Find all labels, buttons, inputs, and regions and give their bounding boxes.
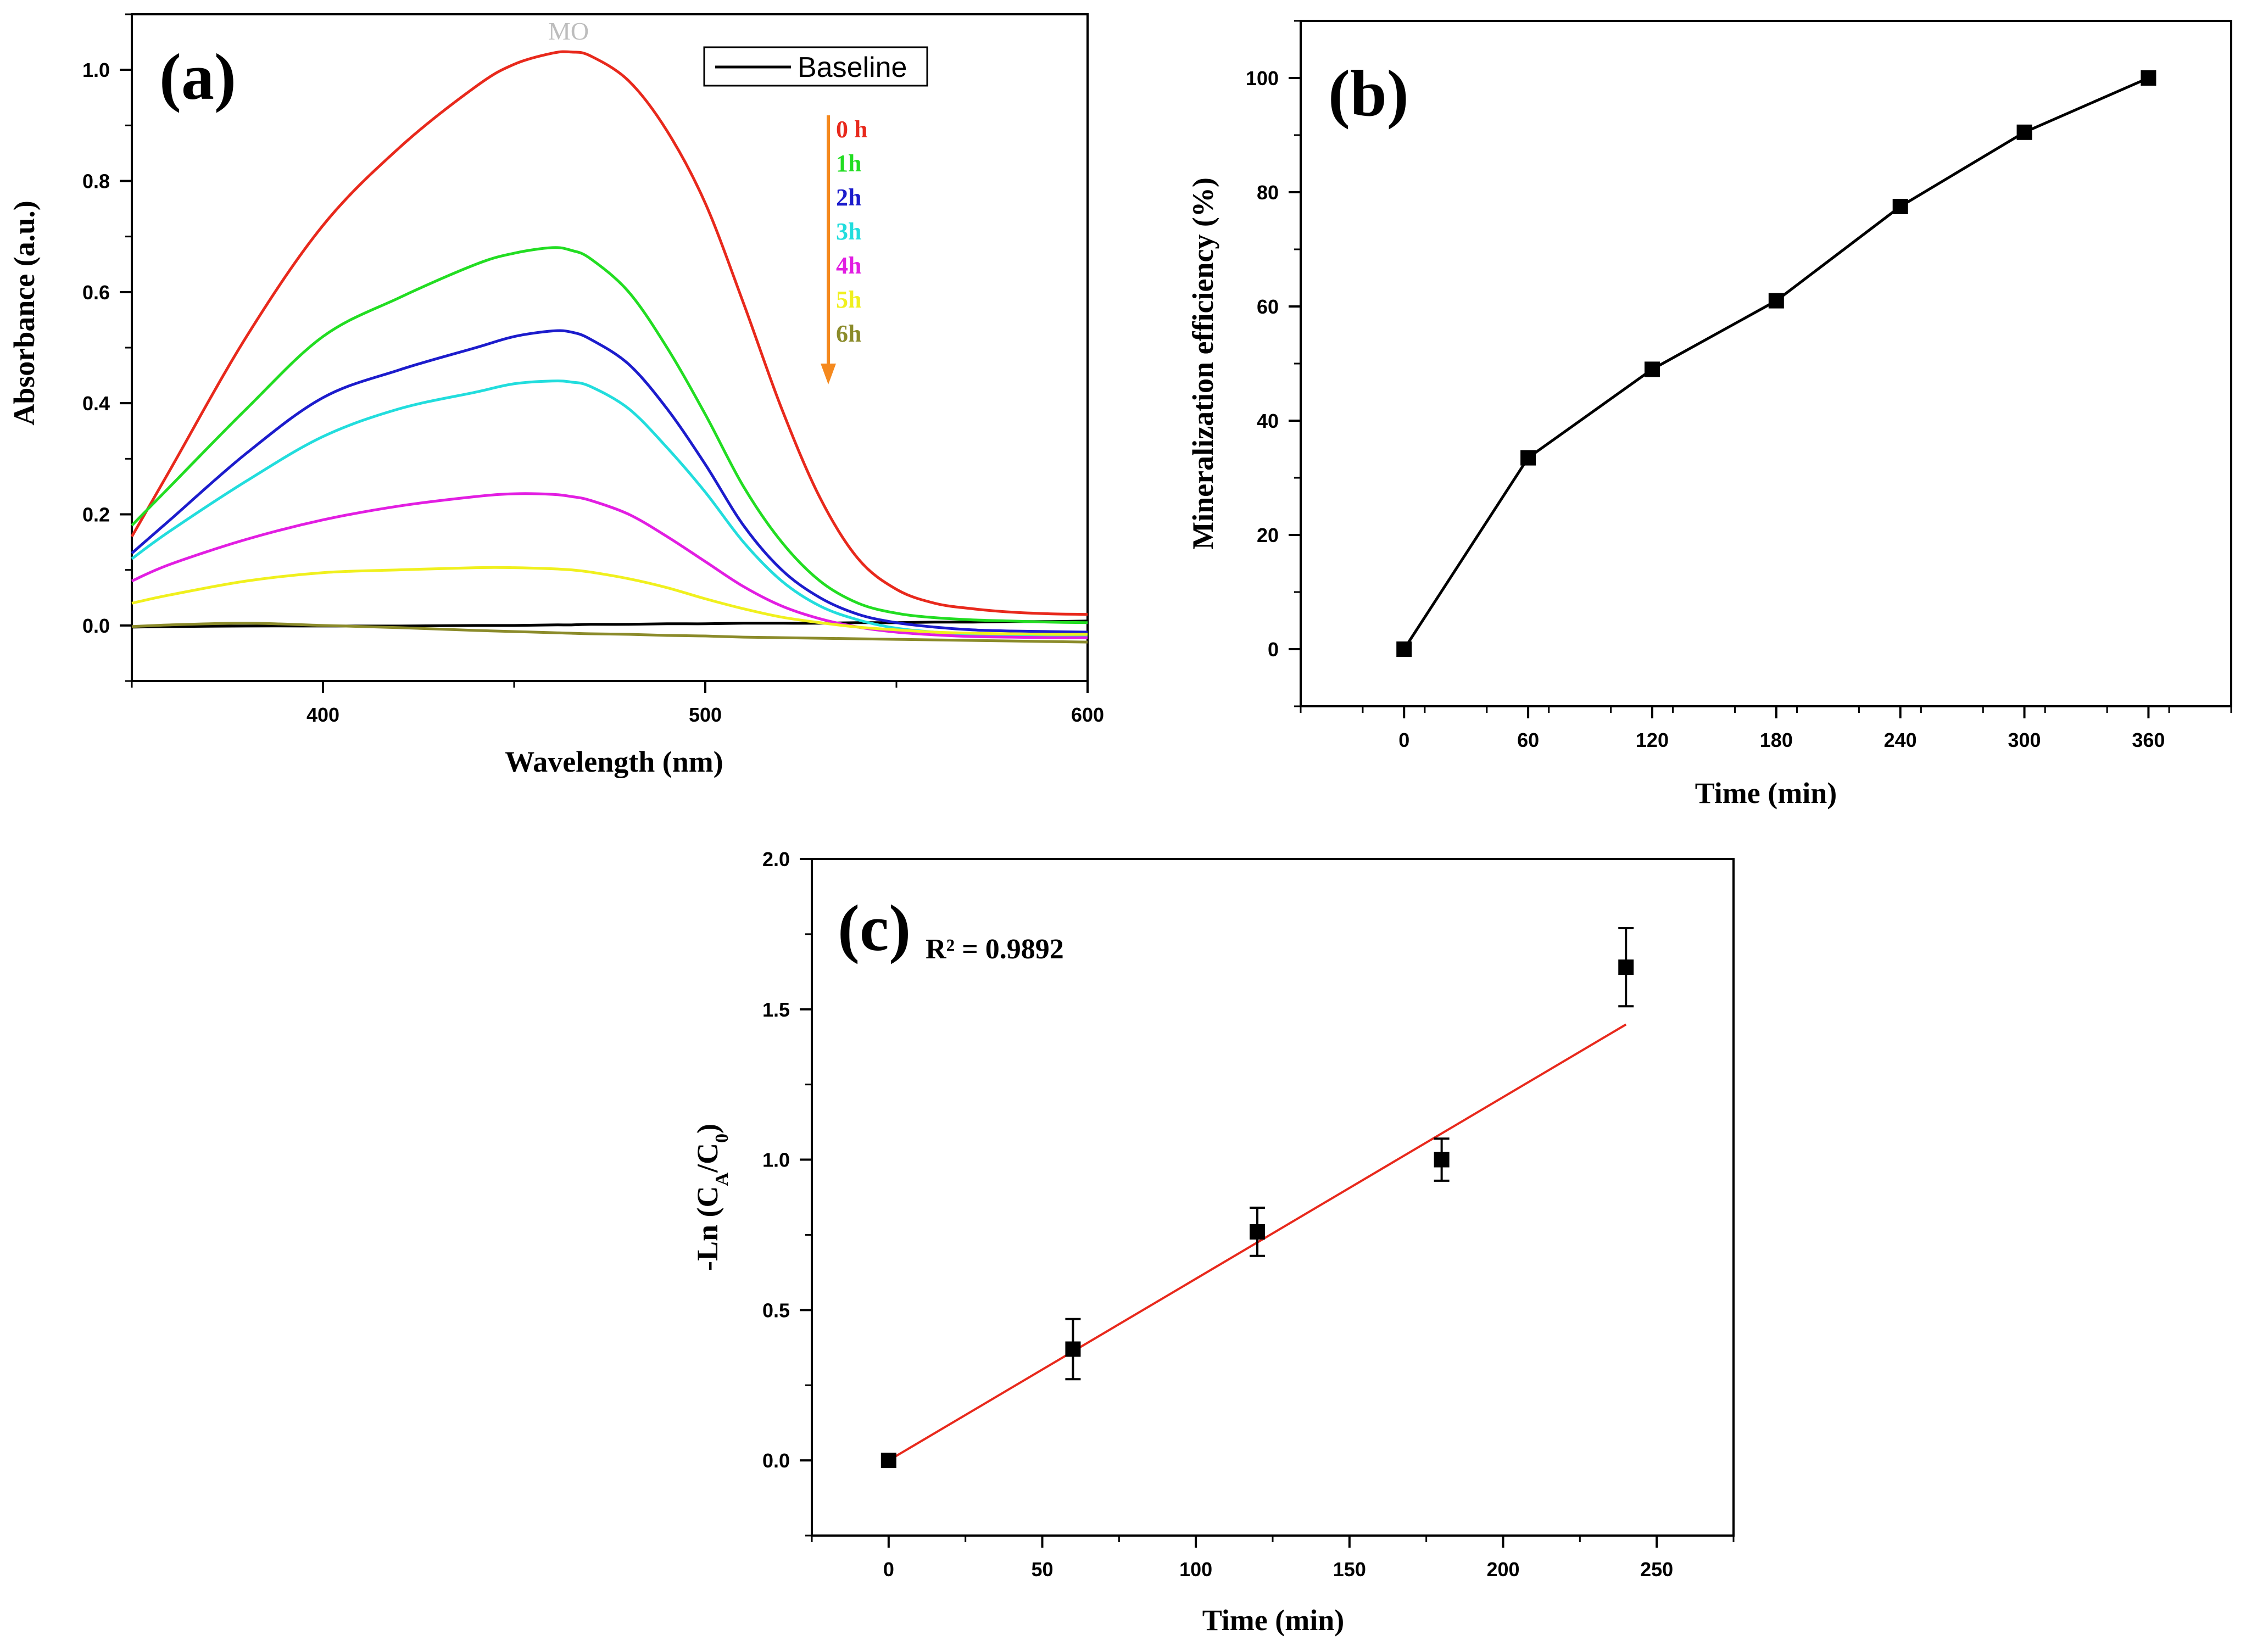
- panel-c-label: (c): [838, 891, 911, 964]
- panel-a-ticks: 400 500 600 0.0 0.2 0.4 0.6 0.8 1.0: [82, 13, 1104, 726]
- panel-c-x-axis-title: Time (min): [1202, 1604, 1344, 1637]
- panel-b-marker: [2016, 124, 2032, 140]
- panel-b-mineralization-chart: 0 60 120 180 240 300 360 0 20 40 60 80 100 (b) Time …: [1186, 20, 2232, 810]
- panel-a-y-axis-title: Absorbance (a.u.): [8, 200, 41, 426]
- panel-b-y-tick-label: 40: [1257, 410, 1279, 432]
- panel-a-series: [130, 50, 1088, 644]
- panel-a-time-label: 4h: [836, 252, 861, 279]
- panel-b-series: [1396, 70, 2156, 657]
- panel-c-y-title-ln: -Ln (C: [691, 1186, 724, 1271]
- panel-c-marker: [1065, 1341, 1081, 1357]
- panel-b-marker: [1768, 293, 1784, 309]
- panel-c-x-tick-label: 150: [1333, 1558, 1366, 1581]
- panel-b-y-tick-label: 60: [1257, 295, 1279, 318]
- panel-c-y-tick-label: 2.0: [762, 848, 790, 870]
- panel-c-r-squared: R² = 0.9892: [926, 934, 1064, 965]
- panel-b-x-tick-label: 180: [1760, 729, 1793, 751]
- panel-b-marker: [1396, 641, 1412, 657]
- panel-a-line-4h: [131, 492, 1088, 639]
- panel-b-y-tick-label: 100: [1246, 67, 1279, 90]
- panel-c-marker: [1250, 1224, 1266, 1240]
- panel-b-x-tick-label: 60: [1517, 729, 1539, 751]
- panel-a-plot-frame: [131, 13, 1089, 682]
- panel-a-line-5h: [131, 566, 1088, 636]
- panel-a-y-tick-label: 0.0: [82, 615, 110, 637]
- panel-c-y-tick-label: 0.0: [762, 1449, 790, 1472]
- panel-c-y-title-close: ): [691, 1124, 724, 1134]
- panel-b-ticks: 0 60 120 180 240 300 360 0 20 40 60 80 100: [1246, 20, 2232, 751]
- panel-b-y-axis-title: Mineralization efficiency (%): [1186, 177, 1219, 550]
- panel-b-marker: [1520, 450, 1536, 466]
- panel-c-y-tick-label: 1.5: [762, 998, 790, 1021]
- panel-a-y-tick-label: 0.6: [82, 281, 110, 304]
- panel-a-label: (a): [159, 40, 236, 113]
- panel-b-line: [1403, 76, 2149, 650]
- panel-b-marker: [1892, 199, 1908, 214]
- panel-c-x-tick-label: 50: [1031, 1558, 1053, 1581]
- panel-c-x-tick-label: 250: [1640, 1558, 1673, 1581]
- panel-a-time-label: 3h: [836, 218, 861, 245]
- panel-c-y-title-slash: /C: [691, 1143, 724, 1173]
- panel-b-x-axis-title: Time (min): [1695, 777, 1837, 810]
- panel-a-time-arrow: [821, 115, 836, 384]
- panel-c-marker: [1434, 1152, 1450, 1168]
- panel-b-y-tick-label: 0: [1268, 638, 1279, 661]
- panel-c-y-title-sub-a: A: [712, 1173, 732, 1186]
- panel-a-time-label: 6h: [836, 320, 861, 347]
- panel-a-mo-label: MO: [548, 17, 589, 45]
- panel-b-x-tick-label: 300: [2008, 729, 2041, 751]
- panel-c-x-tick-label: 100: [1179, 1558, 1212, 1581]
- panel-b-y-tick-label: 80: [1257, 181, 1279, 204]
- panel-a-line-0h: [130, 50, 1088, 616]
- panel-c-y-title-sub-0: 0: [712, 1134, 732, 1143]
- panel-b-plot-frame: [1300, 20, 2232, 707]
- panel-c-y-tick-label: 0.5: [762, 1299, 790, 1321]
- panel-b-y-tick-label: 20: [1257, 524, 1279, 546]
- panel-a-arrow-head: [821, 364, 836, 384]
- panel-a-time-label: 5h: [836, 286, 861, 313]
- panel-a-line-3h: [131, 379, 1088, 639]
- panel-a-y-tick-label: 1.0: [82, 59, 110, 81]
- panel-a-time-label: 0 h: [836, 116, 867, 143]
- panel-c-y-tick-label: 1.0: [762, 1149, 790, 1171]
- panel-a-y-tick-label: 0.4: [82, 392, 110, 415]
- panel-a-time-label: 2h: [836, 184, 861, 211]
- panel-b-x-tick-label: 0: [1398, 729, 1409, 751]
- panel-c-series: [880, 927, 1634, 1469]
- panel-a-x-tick-label: 600: [1071, 704, 1104, 726]
- panel-a-absorbance-chart: 400 500 600 0.0 0.2 0.4 0.6 0.8 1.0 MO (a) Basel…: [8, 13, 1104, 778]
- panel-a-x-axis-title: Wavelength (nm): [505, 745, 723, 778]
- panel-a-legend-baseline: Baseline: [798, 52, 907, 83]
- panel-a-y-tick-label: 0.2: [82, 504, 110, 526]
- panel-a-legend: Baseline: [703, 46, 928, 87]
- panel-a-y-tick-label: 0.8: [82, 170, 110, 193]
- panel-c-x-tick-label: 200: [1486, 1558, 1519, 1581]
- panel-c-y-axis-title: -Ln (CA/C0): [691, 1124, 732, 1271]
- panel-c-marker: [880, 1453, 896, 1469]
- panel-a-x-tick-label: 500: [689, 704, 722, 726]
- panel-a-line-2h: [131, 329, 1088, 634]
- panel-a-line-6h: [131, 622, 1088, 644]
- panel-b-marker: [1644, 361, 1660, 377]
- panel-c-x-tick-label: 0: [883, 1558, 894, 1581]
- panel-c-marker: [1618, 959, 1634, 975]
- panel-b-x-tick-label: 120: [1636, 729, 1669, 751]
- panel-c-ticks: 0 50 100 150 200 250 0.0 0.5 1.0 1.5 2.0: [762, 848, 1735, 1581]
- panel-b-x-tick-label: 240: [1884, 729, 1917, 751]
- panel-a-time-labels: 0 h 1h 2h 3h 4h 5h 6h: [836, 116, 867, 347]
- panel-b-x-tick-label: 360: [2132, 729, 2165, 751]
- panel-a-time-label: 1h: [836, 150, 861, 177]
- panel-c-kinetics-chart: 0 50 100 150 200 250 0.0 0.5 1.0 1.5 2.0 (c) R² = …: [691, 848, 1735, 1637]
- panel-b-marker: [2141, 70, 2156, 86]
- panel-a-line-1h: [131, 246, 1088, 624]
- panel-b-label: (b): [1328, 57, 1409, 130]
- panel-a-x-tick-label: 400: [306, 704, 339, 726]
